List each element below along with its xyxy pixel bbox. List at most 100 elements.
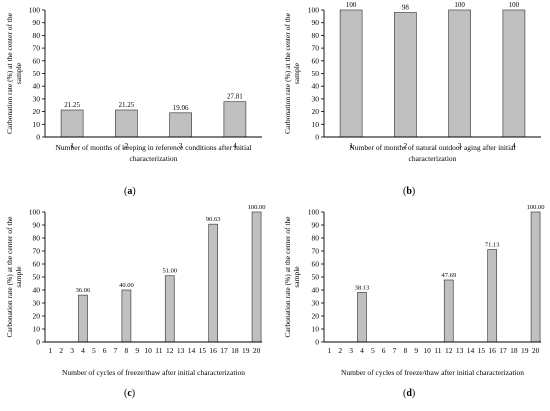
y-tick-label-a: 20	[33, 107, 41, 116]
x-tick-label-c: 20	[253, 346, 261, 355]
x-tick-label-c: 10	[144, 346, 152, 355]
x-tick-label-a: 3	[179, 141, 183, 150]
y-tick-label-a: 0	[36, 133, 40, 142]
bar-a	[223, 101, 247, 138]
x-tick-label-d: 18	[510, 346, 518, 355]
y-tick-label-a: 60	[33, 56, 41, 65]
data-label-c: 36.06	[76, 287, 91, 294]
y-tick-label-c: 20	[33, 312, 41, 321]
data-label-c: 100.00	[248, 204, 266, 211]
y-tick-label-d: 20	[312, 312, 320, 321]
x-tick-label-c: 9	[135, 346, 139, 355]
panel-label-d: (d)	[403, 388, 416, 399]
x-tick-label-d: 6	[382, 346, 386, 355]
x-tick-label-a: 1	[70, 141, 74, 150]
y-tick-label-b: 100	[308, 6, 320, 15]
x-tick-label-c: 12	[166, 346, 174, 355]
y-tick-label-b: 60	[312, 56, 320, 65]
data-label-c: 40.00	[119, 282, 134, 289]
x-axis-title-d: Number of cycles of freeze/thaw after in…	[341, 368, 524, 377]
x-tick-label-c: 17	[220, 346, 228, 355]
y-tick-label-c: 0	[36, 338, 40, 347]
x-tick-label-c: 4	[81, 346, 85, 355]
panel-label-c: (c)	[124, 388, 136, 399]
x-tick-label-d: 11	[434, 346, 441, 355]
y-tick-label-c: 40	[33, 286, 41, 295]
x-tick-label-d: 9	[414, 346, 418, 355]
y-tick-label-c: 90	[33, 221, 41, 230]
x-tick-label-d: 5	[371, 346, 375, 355]
x-tick-label-c: 16	[209, 346, 217, 355]
y-tick-label-d: 60	[312, 260, 320, 269]
x-tick-label-d: 20	[532, 346, 540, 355]
y-axis-title-a: Carbonation rate (%) at the center of th…	[5, 12, 23, 134]
y-tick-label-d: 90	[312, 221, 320, 230]
y-tick-label-c: 50	[33, 273, 41, 282]
data-label-a: 21.25	[64, 101, 80, 109]
data-label-d: 71.13	[485, 242, 500, 249]
x-tick-label-c: 11	[155, 346, 162, 355]
y-tick-label-d: 70	[312, 247, 320, 256]
y-tick-label-d: 100	[308, 208, 320, 217]
data-label-d: 100.00	[527, 204, 545, 211]
y-tick-label-a: 80	[33, 31, 41, 40]
bar-c	[208, 223, 219, 343]
x-tick-label-b: 2	[404, 141, 408, 150]
data-label-a: 27.81	[227, 93, 243, 101]
y-tick-label-c: 70	[33, 247, 41, 256]
x-tick-label-c: 13	[177, 346, 185, 355]
x-tick-label-c: 7	[114, 346, 118, 355]
bar-c	[251, 211, 262, 343]
x-axis-title-b: Number of months of natural outdoor agin…	[349, 143, 515, 152]
data-label-b: 98	[402, 4, 410, 12]
y-tick-label-b: 0	[315, 133, 319, 142]
x-axis-title-a: Number of months of keeping in reference…	[56, 143, 252, 152]
data-label-b: 100	[454, 1, 465, 9]
y-tick-label-a: 100	[29, 6, 41, 15]
bar-d	[443, 279, 454, 343]
x-tick-label-b: 1	[349, 141, 353, 150]
x-tick-label-c: 3	[70, 346, 74, 355]
y-tick-label-a: 30	[33, 94, 41, 103]
y-tick-label-a: 10	[33, 120, 41, 129]
y-tick-label-d: 0	[315, 338, 319, 347]
x-tick-label-d: 2	[338, 346, 342, 355]
x-tick-label-d: 10	[423, 346, 431, 355]
y-tick-label-a: 90	[33, 18, 41, 27]
data-label-b: 100	[509, 1, 520, 9]
y-tick-label-a: 70	[33, 44, 41, 53]
x-tick-label-c: 1	[49, 346, 53, 355]
bar-b	[394, 12, 417, 138]
x-tick-label-c: 2	[59, 346, 63, 355]
y-tick-label-c: 80	[33, 234, 41, 243]
y-tick-label-c: 10	[33, 325, 41, 334]
y-tick-label-b: 90	[312, 18, 320, 27]
x-tick-label-d: 8	[404, 346, 408, 355]
y-tick-label-d: 80	[312, 234, 320, 243]
bar-b	[339, 9, 363, 138]
bar-c	[121, 289, 132, 343]
panel-label-a: (a)	[124, 186, 136, 197]
data-label-c: 51.00	[162, 268, 177, 275]
x-tick-label-c: 5	[92, 346, 96, 355]
x-axis-title-a: characterization	[130, 154, 178, 163]
y-axis-title-d: Carbonation rate (%) at the center of th…	[283, 216, 301, 338]
y-axis-title-b: Carbonation rate (%) at the center of th…	[283, 12, 301, 134]
y-tick-label-d: 10	[312, 325, 320, 334]
bar-d	[357, 292, 367, 343]
y-tick-label-d: 40	[312, 286, 320, 295]
bar-d	[530, 211, 541, 343]
bar-d	[487, 249, 498, 343]
bar-c	[78, 294, 88, 343]
x-tick-label-d: 3	[349, 346, 353, 355]
x-tick-label-c: 8	[125, 346, 129, 355]
bar-c	[164, 275, 175, 343]
bar-b	[502, 9, 526, 138]
x-tick-label-d: 4	[360, 346, 364, 355]
data-label-d: 47.69	[441, 272, 456, 279]
bar-a	[60, 109, 84, 138]
x-tick-label-d: 16	[488, 346, 496, 355]
x-tick-label-d: 13	[456, 346, 464, 355]
